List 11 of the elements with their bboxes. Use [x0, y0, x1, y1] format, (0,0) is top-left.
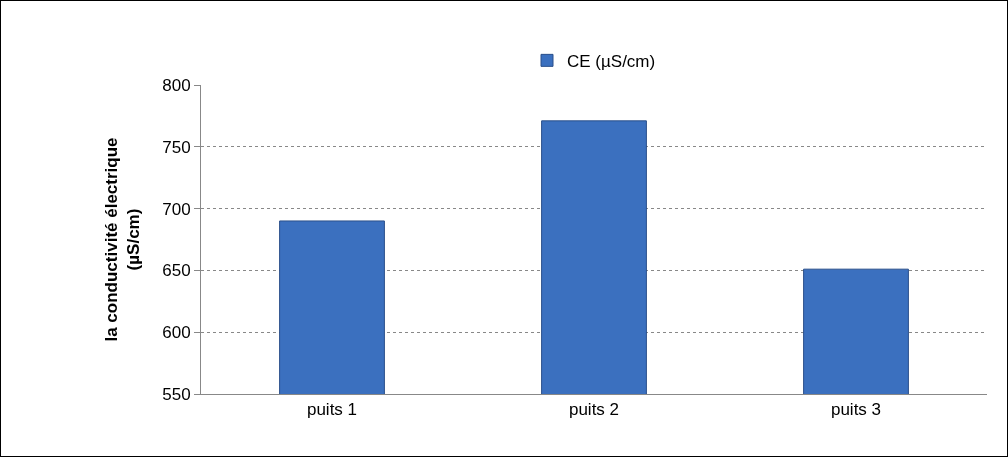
x-tick-label: puits 3: [830, 400, 882, 420]
y-tick-label: 750: [162, 137, 191, 157]
x-tick-label: puits 1: [306, 400, 358, 420]
y-axis-title: la conductivité électrique (µS/cm): [101, 137, 143, 342]
y-tick-label: 700: [162, 199, 191, 219]
y-tick-label: 550: [162, 384, 191, 404]
legend-label: CE (µS/cm): [567, 52, 656, 71]
y-tick-label: 600: [162, 323, 191, 343]
y-tick-label: 800: [162, 75, 191, 95]
y-tick-label: 650: [162, 261, 191, 281]
x-tick-label: puits 2: [568, 400, 620, 420]
